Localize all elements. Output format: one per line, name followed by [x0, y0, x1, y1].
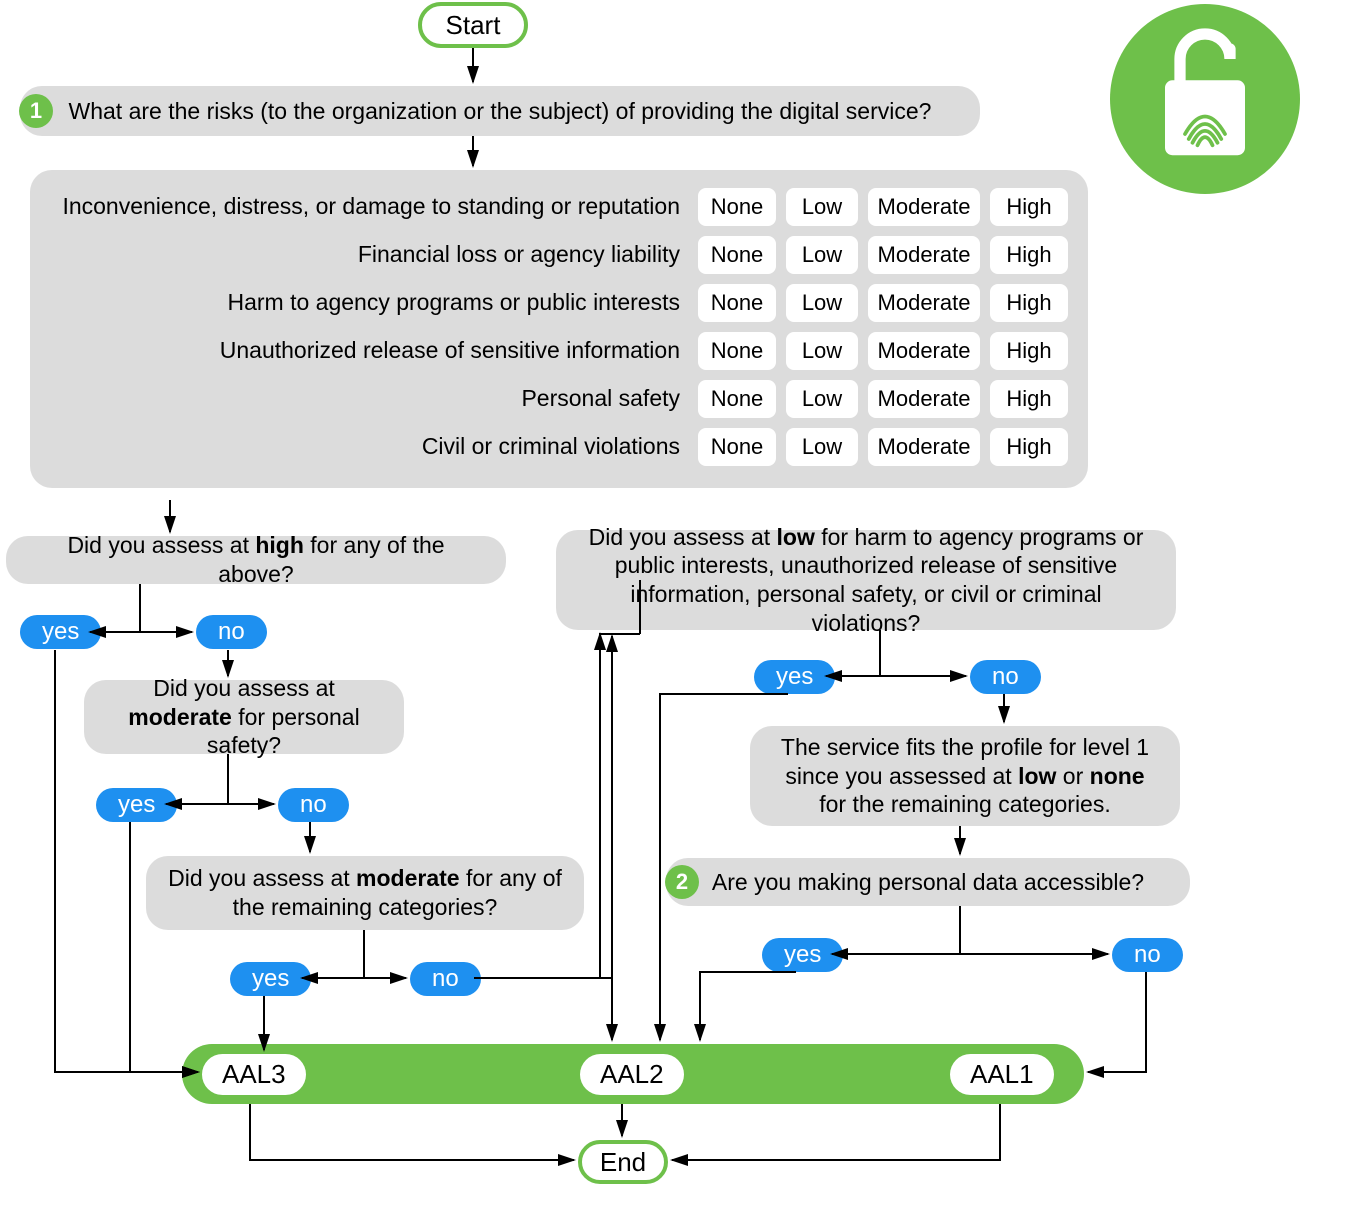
risk-level-cell: High [990, 332, 1068, 370]
mod-remaining-yes: yes [230, 962, 311, 996]
risk-level-cell: Moderate [868, 284, 980, 322]
risk-level-cell: High [990, 380, 1068, 418]
aal1: AAL1 [950, 1054, 1054, 1095]
end-node: End [578, 1140, 668, 1184]
risk-level-cell: High [990, 284, 1068, 322]
risk-row: Personal safety None Low Moderate High [50, 380, 1068, 418]
q1-node: 1 What are the risks (to the organizatio… [20, 86, 980, 136]
high-yes: yes [20, 615, 101, 649]
risk-level-cell: Low [786, 236, 858, 274]
risk-level-cell: Moderate [868, 188, 980, 226]
low-yes: yes [754, 660, 835, 694]
mod-remaining-text: Did you assess at moderate for any of th… [168, 864, 562, 922]
mod-remaining-no: no [410, 962, 481, 996]
risk-level-cell: Moderate [868, 236, 980, 274]
mod-safety-node: Did you assess at moderate for personal … [84, 680, 404, 754]
low-no: no [970, 660, 1041, 694]
q2-yes: yes [762, 938, 843, 972]
risk-row: Financial loss or agency liability None Lo… [50, 236, 1068, 274]
risk-level-cell: High [990, 188, 1068, 226]
q2-no: no [1112, 938, 1183, 972]
mod-remaining-node: Did you assess at moderate for any of th… [146, 856, 584, 930]
risk-label: Inconvenience, distress, or damage to st… [50, 193, 688, 221]
risk-level-cell: Low [786, 284, 858, 322]
high-any-node: Did you assess at high for any of the ab… [6, 536, 506, 584]
risk-row: Harm to agency programs or public intere… [50, 284, 1068, 322]
risk-table: Inconvenience, distress, or damage to st… [30, 170, 1088, 488]
risk-level-cell: Moderate [868, 380, 980, 418]
risk-level-cell: Low [786, 332, 858, 370]
risk-label: Civil or criminal violations [50, 433, 688, 461]
risk-label: Personal safety [50, 385, 688, 413]
flowchart-canvas: Start 1 What are the risks (to the organ… [0, 0, 1352, 1210]
risk-level-cell: High [990, 428, 1068, 466]
q2-text: Are you making personal data accessible? [712, 868, 1144, 897]
risk-level-cell: None [698, 188, 776, 226]
aal3: AAL3 [202, 1054, 306, 1095]
risk-level-cell: Low [786, 380, 858, 418]
risk-level-cell: None [698, 236, 776, 274]
risk-row: Unauthorized release of sensitive inform… [50, 332, 1068, 370]
risk-level-cell: Low [786, 188, 858, 226]
mod-safety-no: no [278, 788, 349, 822]
q1-badge: 1 [19, 94, 53, 128]
low-four-text: Did you assess at low for harm to agency… [578, 523, 1154, 638]
q2-badge: 2 [665, 865, 699, 899]
q1-text: What are the risks (to the organization … [69, 97, 932, 126]
mod-safety-yes: yes [96, 788, 177, 822]
start-node: Start [418, 2, 528, 48]
risk-level-cell: Low [786, 428, 858, 466]
risk-row: Civil or criminal violations None Low Moder… [50, 428, 1068, 466]
risk-level-cell: None [698, 380, 776, 418]
risk-level-cell: Moderate [868, 332, 980, 370]
high-any-text: Did you assess at high for any of the ab… [28, 531, 484, 589]
risk-level-cell: Moderate [868, 428, 980, 466]
high-no: no [196, 615, 267, 649]
risk-row: Inconvenience, distress, or damage to st… [50, 188, 1068, 226]
profile1-node: The service fits the profile for level 1… [750, 726, 1180, 826]
risk-level-cell: None [698, 428, 776, 466]
risk-label: Unauthorized release of sensitive inform… [50, 337, 688, 365]
risk-label: Financial loss or agency liability [50, 241, 688, 269]
low-four-node: Did you assess at low for harm to agency… [556, 530, 1176, 630]
q2-node: 2 Are you making personal data accessibl… [666, 858, 1190, 906]
profile1-text: The service fits the profile for level 1… [772, 733, 1158, 819]
lock-fingerprint-icon [1110, 4, 1300, 194]
risk-label: Harm to agency programs or public intere… [50, 289, 688, 317]
mod-safety-text: Did you assess at moderate for personal … [106, 674, 382, 760]
risk-level-cell: High [990, 236, 1068, 274]
aal2: AAL2 [580, 1054, 684, 1095]
risk-level-cell: None [698, 332, 776, 370]
risk-level-cell: None [698, 284, 776, 322]
